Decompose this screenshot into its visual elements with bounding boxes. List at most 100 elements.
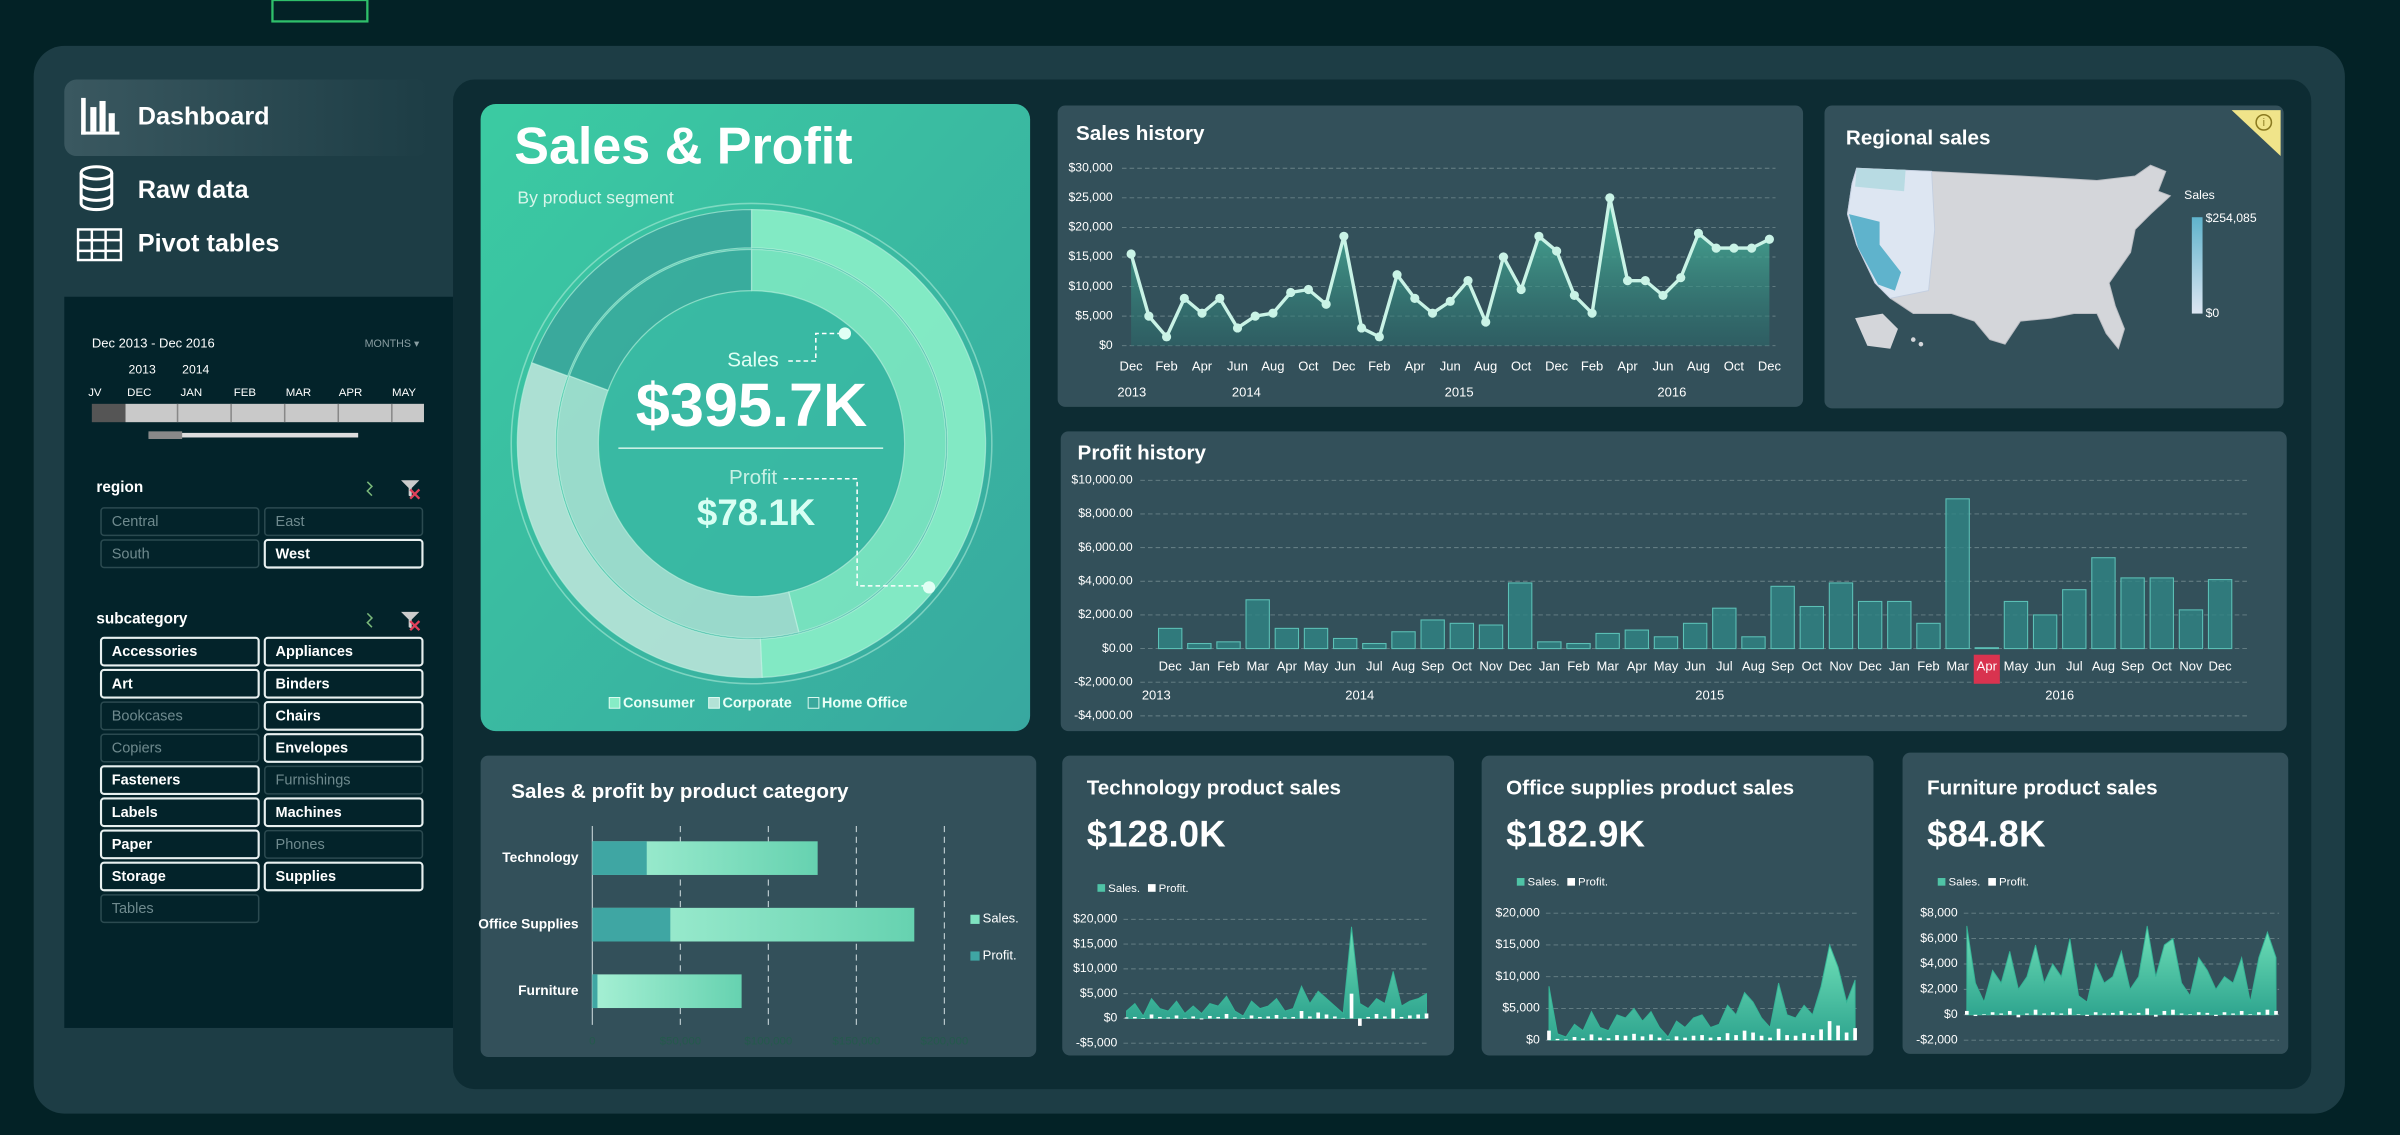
x-group-label: 2016: [2045, 687, 2074, 702]
slicer-button[interactable]: [100, 733, 260, 763]
slicer-item[interactable]: Tables: [112, 901, 154, 917]
bar: [1973, 1014, 1978, 1017]
slicer-button[interactable]: [99, 636, 260, 667]
slicer-item[interactable]: Central: [112, 514, 159, 530]
bar: [1768, 1037, 1772, 1041]
bar: [1408, 1015, 1412, 1019]
legend-title: Sales: [2184, 188, 2215, 202]
bar: [1383, 1016, 1387, 1019]
slicer-button[interactable]: [100, 507, 260, 537]
x-tick-label: Jul: [2066, 658, 2083, 673]
y-tick-label: $10,000: [1069, 279, 1113, 293]
slicer-item[interactable]: Supplies: [276, 869, 337, 885]
sales-label: Sales: [727, 348, 779, 371]
slicer-button[interactable]: [99, 861, 260, 892]
slicer-button[interactable]: [99, 797, 260, 828]
bar: [2032, 614, 2058, 650]
bar: [2120, 577, 2145, 650]
x-tick-label: Dec: [1758, 359, 1782, 374]
card-subtitle: By product segment: [517, 187, 673, 207]
bar: [2153, 1014, 2158, 1017]
slicer-item[interactable]: Copiers: [112, 741, 162, 757]
point: [1658, 290, 1668, 301]
slicer-item[interactable]: Binders: [276, 676, 330, 692]
slicer-button[interactable]: [100, 894, 260, 924]
card-title: Sales & profit by product category: [511, 780, 849, 803]
bar: [2062, 589, 2087, 650]
connector-dot: [838, 327, 852, 340]
clear-filter[interactable]: [401, 480, 421, 632]
slicer-button[interactable]: [263, 538, 424, 569]
slicer-item[interactable]: Storage: [112, 869, 166, 885]
bar: [1640, 1036, 1645, 1041]
slicer-button[interactable]: [263, 701, 424, 731]
slicer-button[interactable]: [263, 636, 424, 667]
slicer-item[interactable]: Chairs: [276, 708, 321, 724]
slicer-button[interactable]: [100, 539, 260, 569]
slicer-button[interactable]: [264, 507, 424, 537]
bar: [1299, 1011, 1304, 1019]
bar: [2033, 1009, 2038, 1015]
us-map: [1846, 164, 2172, 350]
bar: [1332, 637, 1358, 650]
bar: [592, 974, 598, 1009]
slicer-button[interactable]: [263, 797, 424, 828]
slicer-button[interactable]: [264, 765, 424, 795]
slicer-item[interactable]: Paper: [112, 837, 153, 853]
slicer-item[interactable]: Fasteners: [112, 773, 181, 789]
card-title: Technology product sales: [1087, 777, 1341, 800]
bar: [1916, 622, 1941, 650]
slicer-button[interactable]: [264, 829, 424, 859]
slicer-item[interactable]: Furnishings: [276, 773, 351, 789]
bar: [2025, 1013, 2029, 1015]
y-tick-label: $6,000.00: [1078, 540, 1133, 554]
slicer-item[interactable]: Envelopes: [276, 741, 349, 757]
bar: [2162, 1010, 2167, 1015]
nav-item[interactable]: Pivot tables: [138, 229, 280, 257]
x-tick-label: Feb: [1567, 658, 1589, 673]
slicer-item[interactable]: Appliances: [276, 644, 353, 660]
slicer-button[interactable]: [263, 733, 424, 763]
point: [1552, 246, 1562, 256]
bar: [1810, 1035, 1815, 1041]
slicer-button[interactable]: [99, 765, 260, 795]
slicer-item[interactable]: Labels: [112, 805, 158, 821]
x-group-label: 2013: [1142, 687, 1171, 702]
timeline-range: Dec 2013 - Dec 2016: [92, 336, 215, 351]
bar: [2171, 1009, 2175, 1015]
nav-item[interactable]: Dashboard: [138, 102, 270, 130]
slicer-button[interactable]: [263, 668, 424, 699]
point: [1374, 332, 1384, 342]
sales-total: $395.7K: [636, 371, 867, 439]
legend-swatch: [1567, 878, 1575, 886]
slicer-item[interactable]: Phones: [276, 837, 325, 853]
bar: [1374, 1013, 1379, 1019]
bar: [1349, 993, 1354, 1019]
x-group-label: 2015: [1445, 385, 1474, 400]
slicer-item[interactable]: South: [112, 546, 150, 562]
y-tick-label: $0: [1099, 338, 1113, 352]
slicer-button[interactable]: [263, 861, 424, 892]
slicer-item[interactable]: Bookcases: [112, 708, 183, 724]
slicer-item[interactable]: West: [276, 546, 311, 562]
slicer-button[interactable]: [99, 829, 260, 860]
nav-item[interactable]: Raw data: [138, 176, 250, 204]
bar: [592, 974, 742, 1009]
slicer-item[interactable]: Accessories: [112, 644, 198, 660]
slicer-item[interactable]: East: [276, 514, 305, 530]
bar: [2207, 579, 2233, 650]
point: [1179, 293, 1189, 303]
timeline-unit: MONTHS ▾: [365, 338, 420, 350]
bar: [2085, 1014, 2089, 1017]
timeline-month: FEB: [234, 387, 257, 399]
bar: [1819, 1029, 1823, 1041]
bar: [2119, 1010, 2124, 1015]
bar: [2196, 1012, 2201, 1015]
slicer-item[interactable]: Art: [112, 676, 133, 692]
x-tick-label: Aug: [2092, 658, 2115, 673]
slicer-item[interactable]: Machines: [276, 805, 342, 821]
slicer-button[interactable]: [99, 668, 260, 699]
slicer-button[interactable]: [100, 701, 260, 731]
y-tick-label: Technology: [502, 850, 579, 865]
bar: [2050, 1012, 2055, 1015]
